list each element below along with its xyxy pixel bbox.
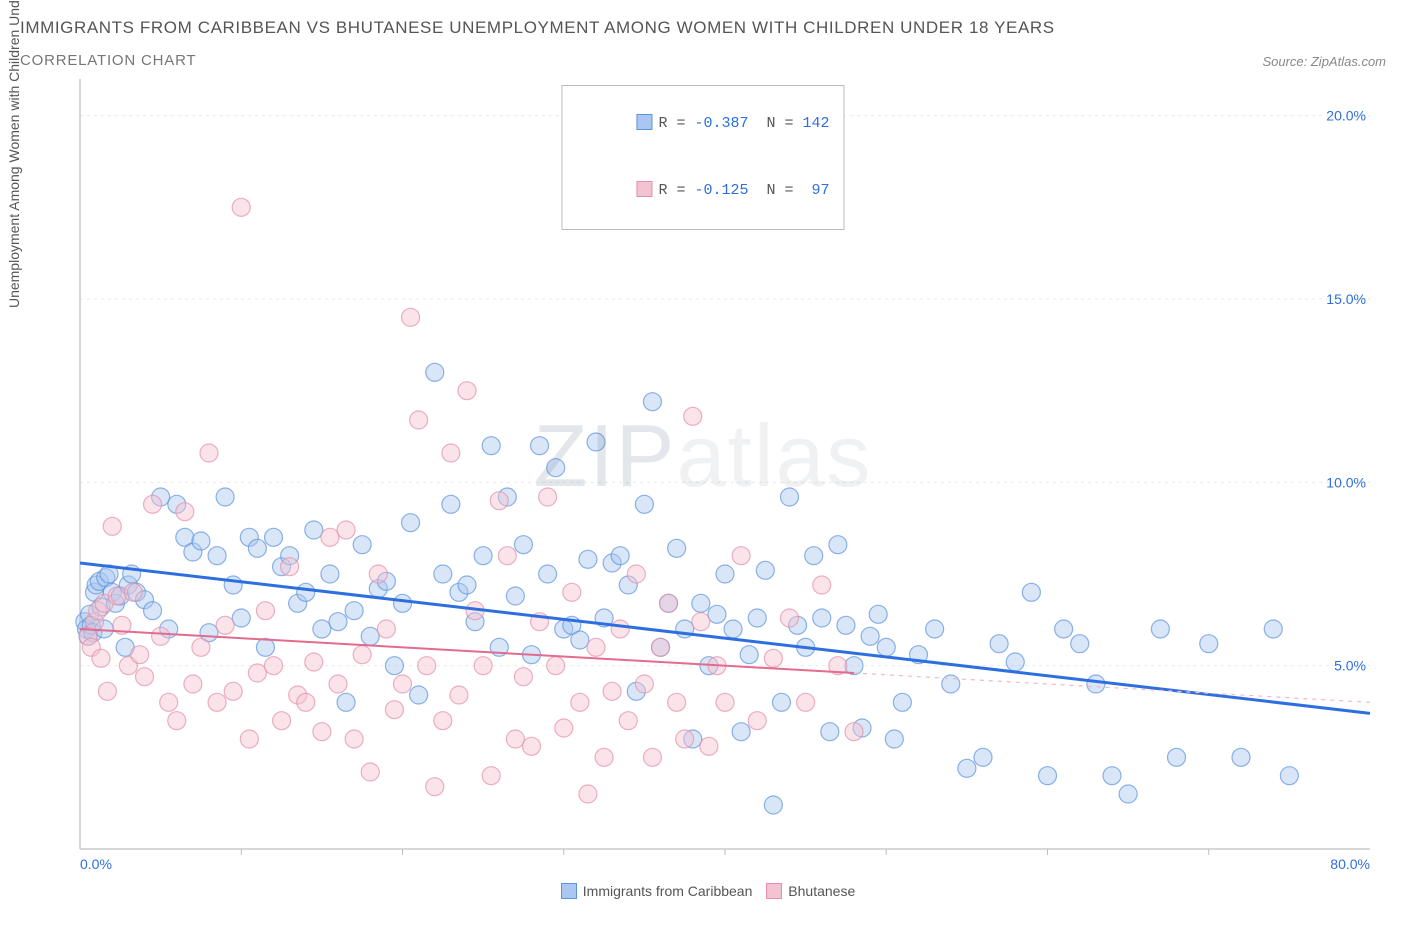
n-value-2: 97 — [803, 182, 830, 199]
swatch-series1 — [636, 114, 652, 130]
svg-text:20.0%: 20.0% — [1326, 108, 1366, 124]
r-value-2: -0.125 — [694, 182, 748, 199]
svg-text:5.0%: 5.0% — [1334, 658, 1366, 674]
corr-row-2: R = -0.125 N = 97 — [572, 158, 829, 226]
y-axis-label: Unemployment Among Women with Children U… — [6, 0, 22, 308]
subtitle-row: CORRELATION CHART Source: ZipAtlas.com — [20, 52, 1386, 69]
legend-swatch-1 — [561, 883, 577, 899]
swatch-series2 — [636, 181, 652, 197]
n-value-1: 142 — [803, 115, 830, 132]
chart-subtitle: CORRELATION CHART — [20, 52, 196, 69]
x-legend: Immigrants from Caribbean Bhutanese — [20, 883, 1386, 899]
legend-label-1: Immigrants from Caribbean — [583, 883, 753, 899]
correlation-box: R = -0.387 N = 142 R = -0.125 N = 97 — [561, 85, 844, 230]
svg-text:10.0%: 10.0% — [1326, 474, 1366, 490]
chart-area: Unemployment Among Women with Children U… — [20, 79, 1386, 899]
svg-text:15.0%: 15.0% — [1326, 291, 1366, 307]
legend-swatch-2 — [766, 883, 782, 899]
chart-title: IMMIGRANTS FROM CARIBBEAN VS BHUTANESE U… — [20, 18, 1386, 38]
svg-text:0.0%: 0.0% — [80, 856, 112, 872]
corr-row-1: R = -0.387 N = 142 — [572, 90, 829, 158]
source-label: Source: ZipAtlas.com — [1262, 54, 1386, 69]
svg-text:80.0%: 80.0% — [1330, 856, 1370, 872]
legend-label-2: Bhutanese — [788, 883, 855, 899]
r-value-1: -0.387 — [694, 115, 748, 132]
